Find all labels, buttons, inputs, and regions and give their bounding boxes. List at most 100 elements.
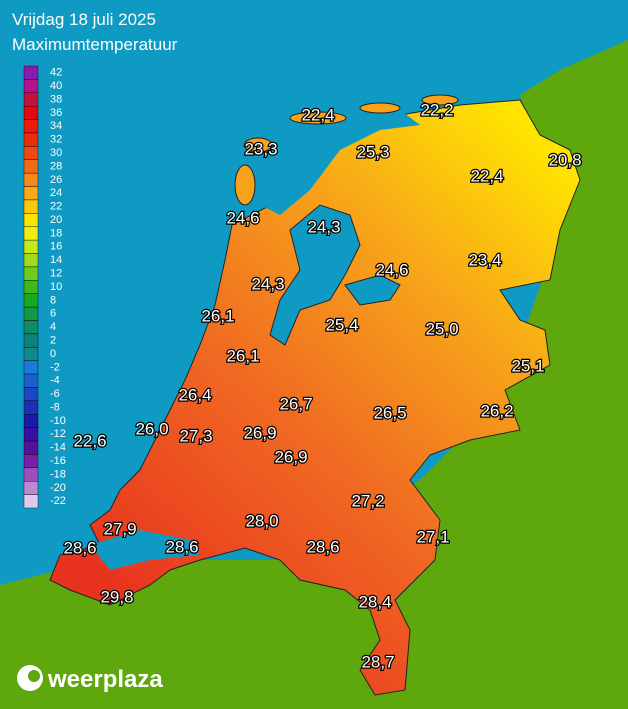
- legend-label: -14: [50, 442, 66, 454]
- station-temperature: 23,4: [468, 250, 501, 269]
- legend-label: 6: [50, 308, 56, 320]
- legend-swatch: [23, 481, 39, 495]
- station-temperature: 26,2: [480, 401, 513, 420]
- legend-label: 12: [50, 268, 62, 280]
- station-temperature: 27,2: [351, 491, 384, 510]
- legend-label: -8: [50, 401, 60, 413]
- legend-swatch: [23, 253, 39, 268]
- brand-logo: weerplaza: [17, 665, 163, 693]
- legend-label: 4: [50, 321, 56, 333]
- legend-swatch: [23, 454, 39, 469]
- wadden-islands: [234, 94, 459, 206]
- station-temperature: 26,5: [373, 403, 406, 422]
- station-temperature: 28,4: [358, 592, 391, 611]
- legend-swatch: [23, 293, 39, 308]
- station-temperature: 26,7: [279, 394, 312, 413]
- legend-label: -12: [50, 428, 66, 440]
- legend-swatch: [23, 226, 39, 241]
- legend-swatch: [23, 146, 39, 160]
- legend-swatch: [23, 306, 39, 321]
- legend-label: 0: [50, 348, 56, 360]
- legend-swatch: [23, 427, 39, 442]
- legend-label: 10: [50, 281, 62, 293]
- estuary: [90, 530, 200, 570]
- station-temperature: 28,6: [165, 537, 198, 556]
- legend-label: -6: [50, 388, 60, 400]
- legend-swatch: [23, 266, 39, 281]
- station-temperature: 24,3: [251, 274, 284, 293]
- legend-label: 30: [50, 147, 62, 159]
- ijsselmeer: [269, 204, 361, 346]
- station-temperature: 26,4: [178, 385, 211, 404]
- legend-label: 36: [50, 107, 62, 119]
- station-temperature: 24,6: [226, 208, 259, 227]
- legend-label: -20: [50, 482, 66, 494]
- legend-swatch: [23, 239, 39, 254]
- legend-label: -18: [50, 468, 66, 480]
- legend-label: 26: [50, 174, 62, 186]
- station-temperature: 22,4: [301, 105, 334, 124]
- date: Vrijdag 18 juli 2025: [12, 10, 156, 29]
- legend-label: 22: [50, 201, 62, 213]
- station-temperature: 20,8: [548, 150, 581, 169]
- legend-label: -22: [50, 495, 66, 507]
- legend-swatch: [23, 65, 39, 80]
- brand: weerplaza: [47, 666, 163, 693]
- legend-label: -4: [50, 375, 60, 387]
- station-temperature: 22,4: [470, 166, 503, 185]
- legend-swatch: [23, 494, 39, 509]
- legend-swatch: [23, 199, 39, 214]
- legend-swatch: [23, 186, 39, 201]
- station-temperature: 23,3: [244, 139, 277, 158]
- station-temperature: 28,7: [361, 652, 394, 671]
- legend-label: -10: [50, 415, 66, 427]
- station-temperature: 29,8: [100, 587, 133, 606]
- legend-label: 34: [50, 120, 62, 132]
- legend-swatch: [23, 92, 39, 107]
- legend-swatch: [23, 105, 39, 120]
- station-temperature: 28,6: [63, 538, 96, 557]
- station-temperature: 26,1: [226, 346, 259, 365]
- legend-swatch: [23, 373, 39, 388]
- legend-label: 14: [50, 254, 62, 266]
- station-temperature: 26,1: [201, 306, 234, 325]
- station-temperature: 28,6: [306, 537, 339, 556]
- legend-label: 2: [50, 334, 56, 346]
- station-temperature: 24,3: [307, 217, 340, 236]
- legend-label: 42: [50, 67, 62, 79]
- station-temperature: 26,9: [243, 423, 276, 442]
- legend-swatch: [23, 280, 39, 294]
- legend-swatch: [23, 440, 39, 455]
- markermeer-flevoland-edge: [344, 274, 401, 306]
- station-temperature: 25,3: [356, 142, 389, 161]
- legend-swatch: [23, 172, 39, 187]
- station-temperature: 26,0: [135, 419, 168, 438]
- station-temperature: 26,9: [274, 447, 307, 466]
- legend-swatch: [23, 400, 39, 415]
- map-title: Maximumtemperatuur: [12, 35, 178, 54]
- legend-label: 18: [50, 227, 62, 239]
- legend-label: 16: [50, 241, 62, 253]
- station-temperature: 27,3: [179, 426, 212, 445]
- legend-swatch: [23, 387, 39, 402]
- legend-swatch: [23, 320, 39, 335]
- legend-label: -16: [50, 455, 66, 467]
- station-temperature: 28,0: [245, 511, 278, 530]
- station-temperature: 24,6: [375, 260, 408, 279]
- station-temperature: 22,2: [420, 100, 453, 119]
- legend-swatch: [23, 360, 39, 375]
- legend-label: 20: [50, 214, 62, 226]
- legend-swatch: [23, 347, 39, 361]
- station-temperature: 27,1: [416, 527, 449, 546]
- legend-swatch: [23, 119, 39, 134]
- station-temperature: 22,6: [73, 431, 106, 450]
- legend-swatch: [23, 79, 39, 93]
- neighbour-land: [0, 40, 628, 709]
- legend-swatch: [23, 414, 39, 428]
- legend-label: 38: [50, 93, 62, 105]
- legend-label: -2: [50, 361, 60, 373]
- waddenzee: [250, 110, 420, 215]
- legend-swatch: [23, 333, 39, 348]
- station-temperature: 27,9: [103, 519, 136, 538]
- legend-label: 40: [50, 80, 62, 92]
